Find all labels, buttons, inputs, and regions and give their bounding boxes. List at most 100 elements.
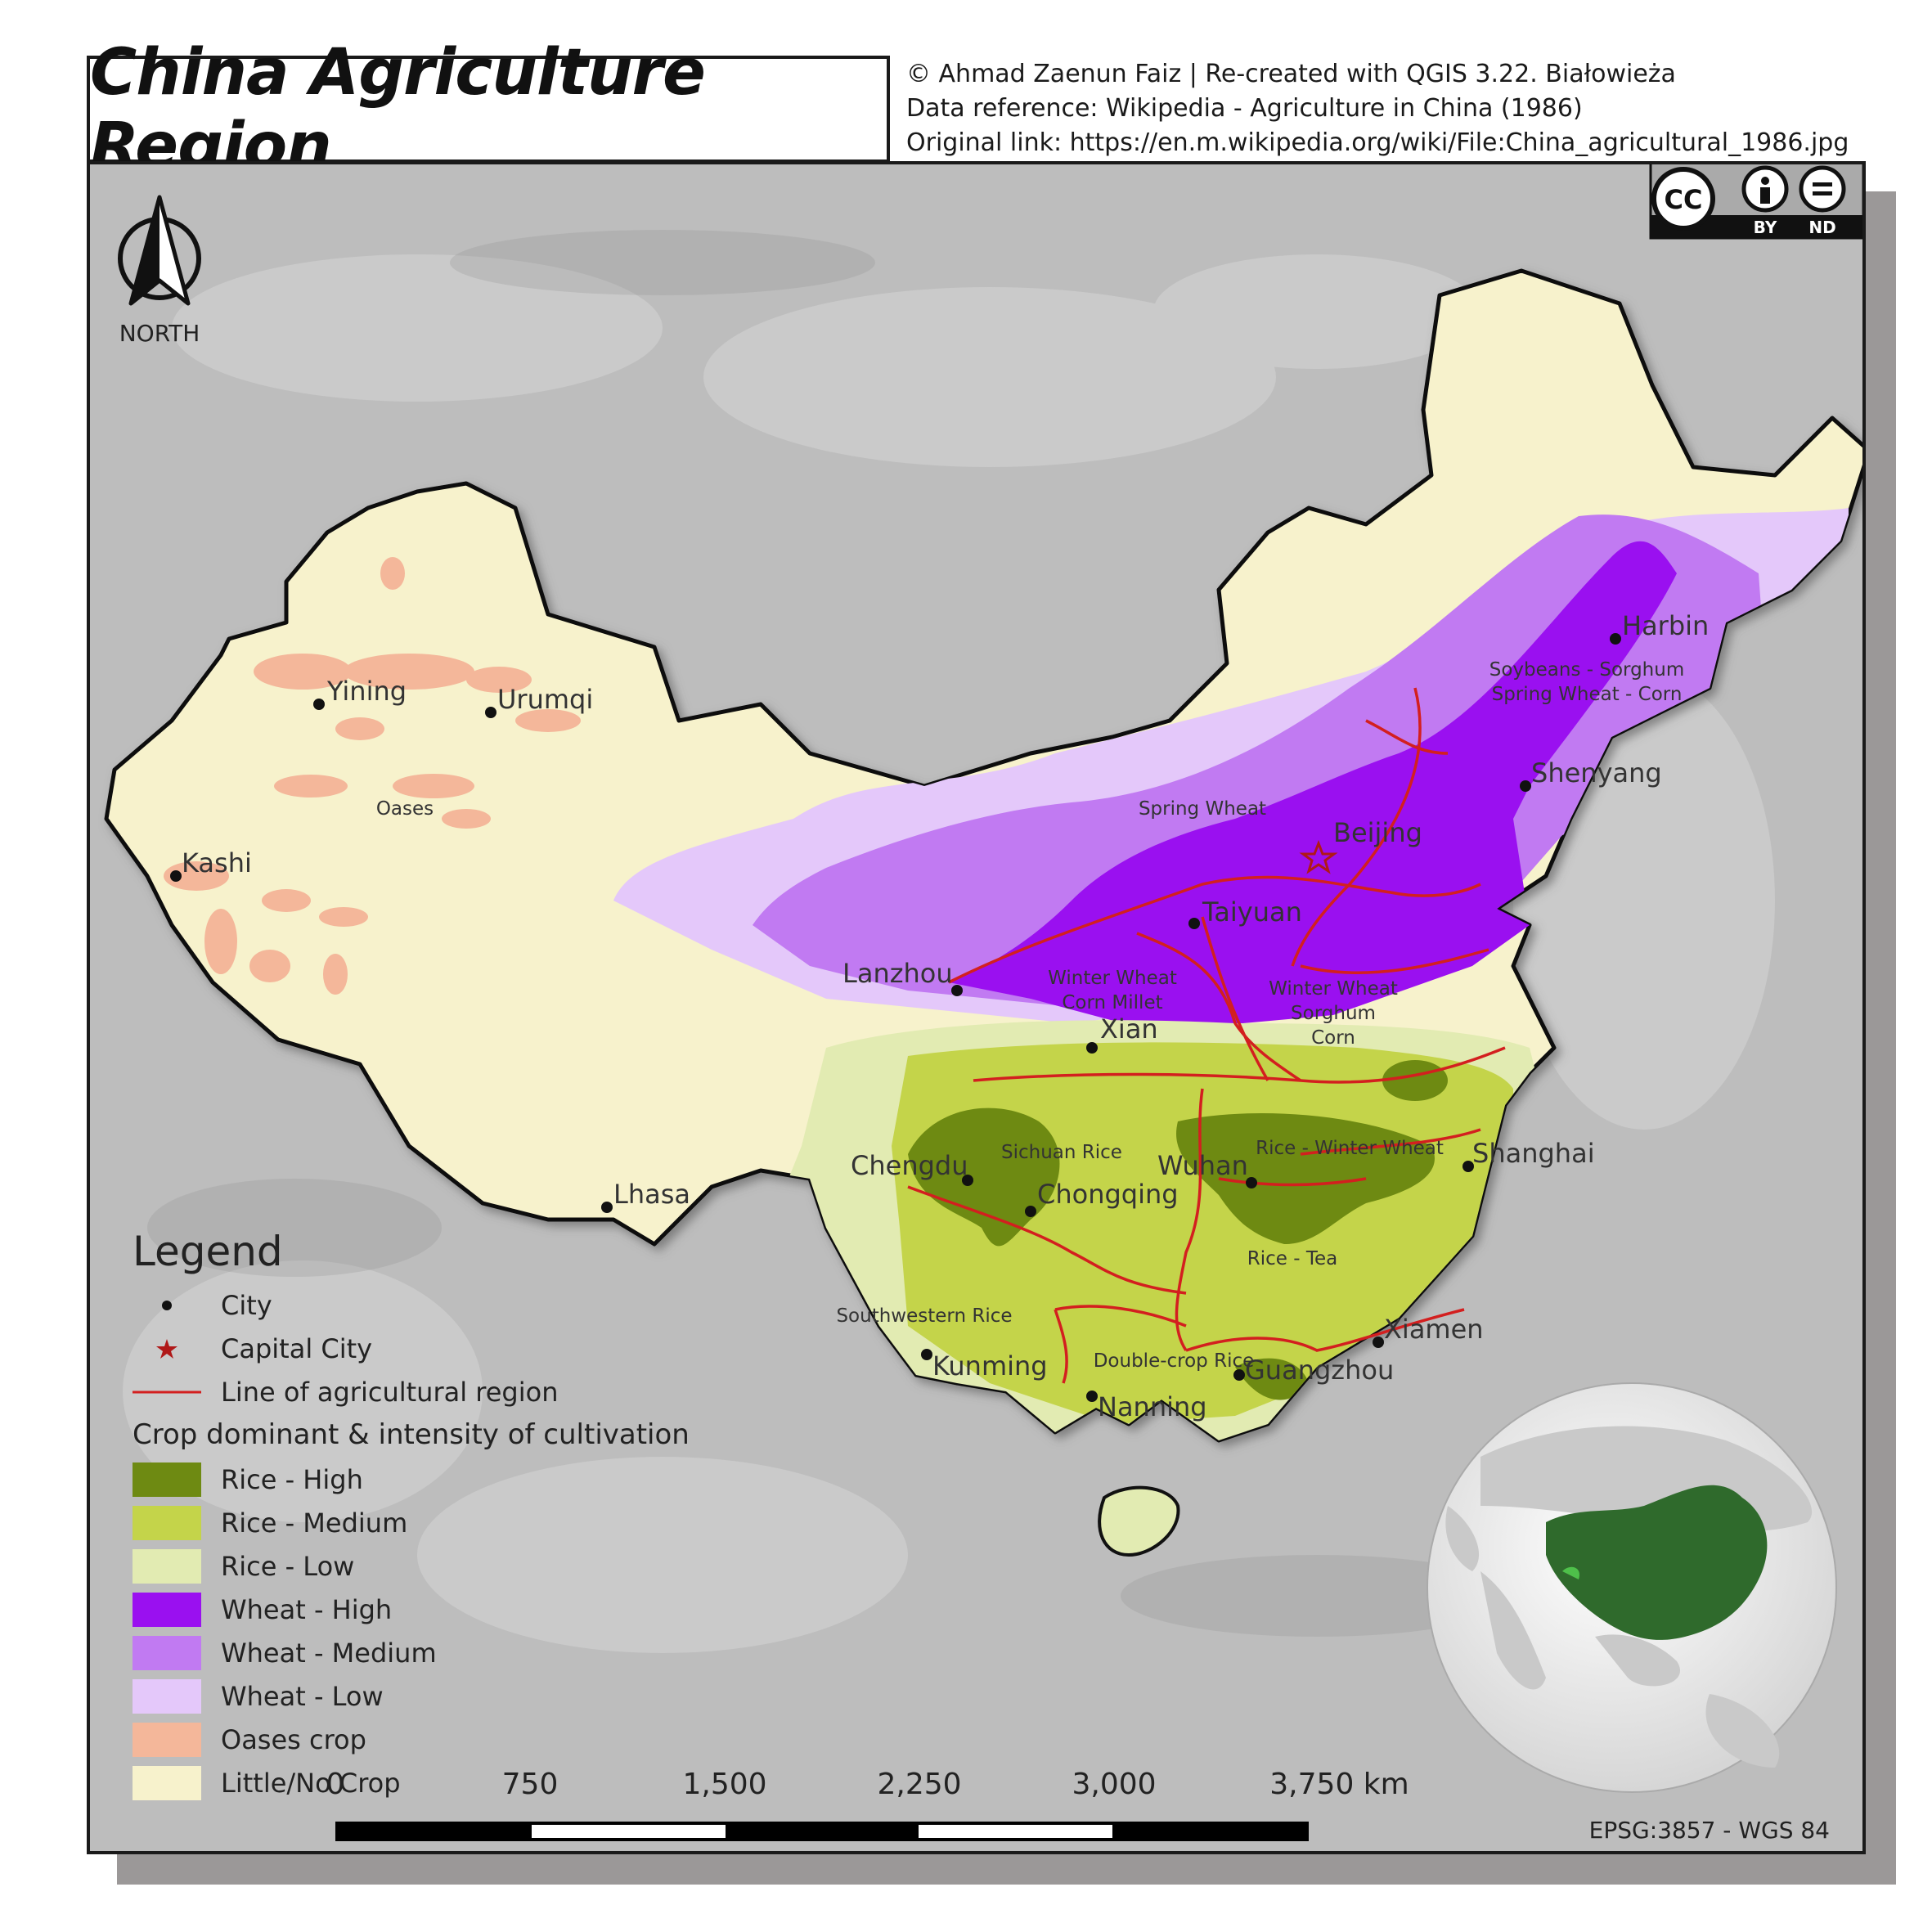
legend-item: Rice - Low	[133, 1544, 690, 1588]
legend-item: Wheat - High	[133, 1588, 690, 1631]
legend-item: Rice - High	[133, 1458, 690, 1501]
legend-city: City	[133, 1283, 690, 1327]
label-nanning: Nanning	[1098, 1391, 1207, 1422]
scale-bar-graphic	[335, 1822, 1309, 1841]
city-harbin	[1610, 633, 1621, 645]
region-sorghum: Sorghum	[1291, 1003, 1376, 1024]
legend-swatch	[133, 1765, 201, 1800]
city-wuhan	[1246, 1177, 1257, 1188]
region-oases: Oases	[376, 798, 434, 820]
legend-item-label: Wheat - High	[221, 1593, 393, 1625]
legend-capital: Capital City	[133, 1327, 690, 1370]
legend-item-label: Rice - High	[221, 1463, 363, 1495]
svg-text:BY: BY	[1754, 218, 1777, 237]
svg-text:ND: ND	[1808, 218, 1835, 237]
label-kashi: Kashi	[182, 847, 252, 878]
legend: Legend City Capital City Line of agricul…	[133, 1228, 690, 1804]
legend-subtitle: Crop dominant & intensity of cultivation	[133, 1418, 690, 1451]
legend-item: Wheat - Low	[133, 1674, 690, 1718]
original-link[interactable]: Original link: https://en.m.wikipedia.or…	[906, 128, 1849, 157]
city-lhasa	[601, 1202, 613, 1213]
legend-swatch	[133, 1462, 201, 1497]
legend-item: Rice - Medium	[133, 1501, 690, 1544]
projection-label: EPSG:3857 - WGS 84	[1588, 1817, 1830, 1844]
city-shanghai	[1462, 1161, 1474, 1172]
label-taiyuan: Taiyuan	[1202, 896, 1302, 928]
label-chongqing: Chongqing	[1037, 1179, 1179, 1210]
city-yining	[313, 699, 325, 710]
legend-swatch	[133, 1505, 201, 1540]
region-spring-wheat-corn: Spring Wheat - Corn	[1492, 684, 1683, 705]
scale-label: 3,000	[1072, 1768, 1157, 1801]
legend-item-label: Rice - Low	[221, 1550, 355, 1582]
legend-item-label: Wheat - Low	[221, 1680, 384, 1712]
region-soybeans: Soybeans - Sorghum	[1489, 659, 1685, 681]
globe-china	[1546, 1485, 1768, 1640]
legend-swatch	[133, 1635, 201, 1670]
region-winter-wheat-2: Winter Wheat	[1269, 978, 1398, 1000]
label-beijing: Beijing	[1333, 817, 1422, 848]
label-chengdu: Chengdu	[851, 1150, 968, 1181]
region-rice-tea: Rice - Tea	[1247, 1248, 1337, 1269]
scale-label: 2,250	[877, 1768, 962, 1801]
nd-icon	[1799, 165, 1846, 213]
hainan-island	[1098, 1485, 1180, 1557]
region-winter-wheat-1: Winter Wheat	[1048, 968, 1177, 989]
label-kunming: Kunming	[932, 1350, 1048, 1382]
label-lhasa: Lhasa	[613, 1179, 690, 1210]
scale-label: 3,750 km	[1269, 1768, 1409, 1801]
legend-swatch	[133, 1722, 201, 1757]
city-kashi	[170, 870, 182, 882]
china-map: Yining Urumqi Kashi Lhasa Lanzhou Xian T…	[90, 164, 1862, 1851]
globe-inset	[1427, 1382, 1837, 1793]
city-chongqing	[1025, 1206, 1036, 1217]
legend-item-label: Oases crop	[221, 1723, 366, 1755]
scale-label: 1,500	[682, 1768, 767, 1801]
legend-item: Wheat - Medium	[133, 1631, 690, 1674]
city-dot-icon	[162, 1300, 172, 1310]
legend-line: Line of agricultural region	[133, 1370, 690, 1413]
label-yining: Yining	[326, 676, 407, 707]
oases-patches	[164, 557, 581, 995]
legend-swatch	[133, 1548, 201, 1584]
label-wuhan: Wuhan	[1157, 1150, 1248, 1181]
credit-line: © Ahmad Zaenun Faiz | Re-created with QG…	[906, 60, 1676, 88]
north-label: NORTH	[119, 320, 200, 347]
cc-license-badge: CC BY ND	[1649, 164, 1862, 240]
map-title: China Agriculture Region	[90, 35, 706, 183]
region-corn: Corn	[1311, 1027, 1355, 1049]
label-guangzhou: Guangzhou	[1245, 1355, 1394, 1386]
label-xian: Xian	[1100, 1013, 1158, 1045]
data-reference: Data reference: Wikipedia - Agriculture …	[906, 94, 1583, 123]
city-taiyuan	[1188, 918, 1200, 929]
region-rice-winter-wheat: Rice - Winter Wheat	[1256, 1138, 1444, 1159]
label-lanzhou: Lanzhou	[842, 958, 953, 989]
city-shenyang	[1520, 780, 1531, 792]
legend-item-label: Wheat - Medium	[221, 1637, 437, 1669]
capital-star-icon	[156, 1338, 177, 1359]
city-chengdu	[962, 1175, 973, 1186]
label-xiamen: Xiamen	[1384, 1314, 1484, 1345]
legend-item: Little/No Crop	[133, 1761, 690, 1804]
region-lines	[907, 687, 1506, 1384]
credits: © Ahmad Zaenun Faiz | Re-created with QG…	[906, 57, 1849, 160]
title-box: China Agriculture Region	[87, 36, 890, 183]
region-double-crop-rice: Double-crop Rice	[1094, 1350, 1255, 1372]
region-sichuan-rice: Sichuan Rice	[1001, 1142, 1122, 1163]
scale-label: 750	[501, 1768, 559, 1801]
city-guangzhou	[1233, 1369, 1245, 1381]
city-xian	[1086, 1042, 1098, 1054]
label-shenyang: Shenyang	[1531, 757, 1662, 789]
legend-title: Legend	[133, 1228, 283, 1275]
region-southwestern-rice: Southwestern Rice	[836, 1305, 1012, 1327]
region-spring-wheat: Spring Wheat	[1139, 798, 1266, 820]
label-harbin: Harbin	[1622, 610, 1709, 641]
north-arrow-icon	[118, 195, 201, 306]
capital-star-beijing	[1299, 839, 1338, 874]
city-xiamen	[1373, 1337, 1384, 1348]
region-line-icon	[133, 1391, 201, 1393]
city-kunming	[921, 1349, 932, 1360]
legend-item: Oases crop	[133, 1718, 690, 1761]
svg-text:CC: CC	[1665, 184, 1703, 215]
city-markers	[170, 633, 1621, 1402]
